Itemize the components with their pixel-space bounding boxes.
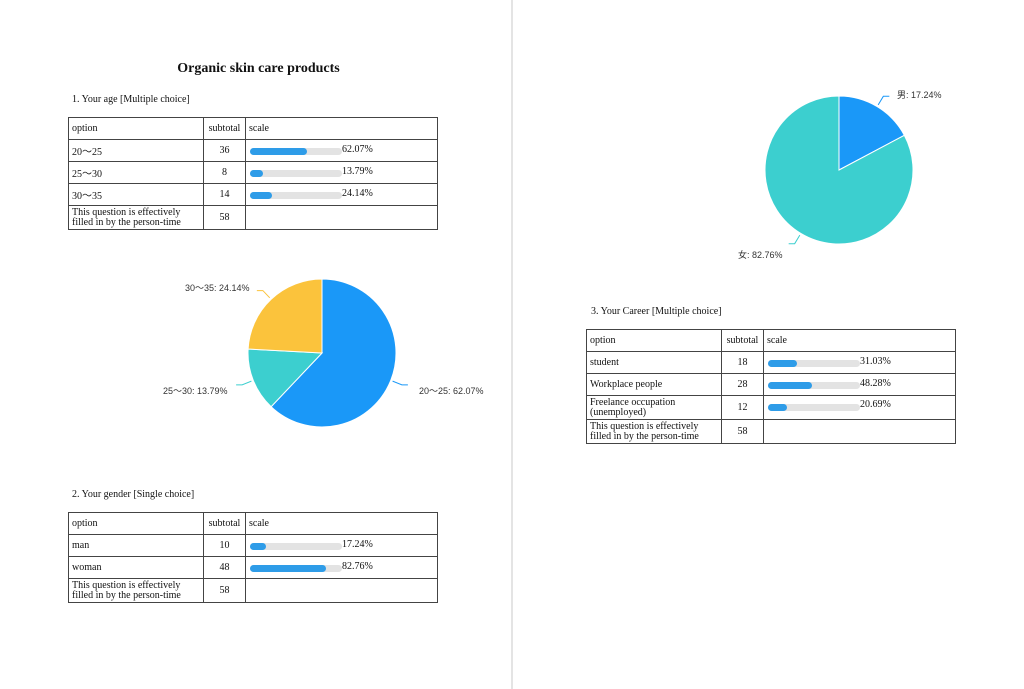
scale-bar-fill (250, 565, 327, 572)
row-subtotal: 28 (721, 373, 764, 396)
scale-bar-fill (250, 192, 273, 199)
row-option: Workplace people (586, 373, 722, 396)
effective-total: 58 (203, 205, 246, 230)
leader-line-25-30 (236, 380, 252, 386)
scale-percent: 13.79% (342, 166, 373, 177)
pie-label-male: 男: 17.24% (897, 90, 942, 100)
scale-bar-fill (250, 170, 263, 177)
row-scale: 48.28% (763, 373, 956, 396)
header-scale: scale (763, 329, 956, 352)
effective-label-line2: filled in by the person-time (590, 430, 699, 442)
scale-bar-fill (768, 360, 797, 367)
effective-label: This question is effectively filled in by… (68, 205, 204, 230)
pie-label-25-30: 25～30: 13.79% (163, 386, 228, 396)
table-total-row: This question is effectively filled in by… (68, 205, 438, 230)
q2-table: option subtotal scale man 10 17.24% woma… (68, 512, 438, 603)
leader-line-30-35 (256, 290, 271, 299)
pie-slice-20-25 (270, 278, 397, 428)
table-header-row: option subtotal scale (586, 329, 956, 352)
pie-slice-female (764, 95, 914, 245)
row-scale: 24.14% (245, 183, 438, 206)
scale-percent: 20.69% (860, 399, 891, 410)
effective-label: This question is effectively filled in by… (68, 578, 204, 603)
page-divider (511, 0, 513, 689)
table-total-row: This question is effectively filled in by… (68, 578, 438, 603)
scale-percent: 82.76% (342, 561, 373, 572)
scale-percent: 17.24% (342, 539, 373, 550)
scale-bar-fill (768, 404, 788, 411)
row-scale: 31.03% (763, 351, 956, 374)
table-row: student 18 31.03% (586, 351, 956, 374)
header-subtotal: subtotal (721, 329, 764, 352)
q3-table: option subtotal scale student 18 31.03% … (586, 329, 956, 444)
table-row: 30～35 14 24.14% (68, 183, 438, 206)
table-row: Workplace people 28 48.28% (586, 373, 956, 396)
effective-label-line1: This question is effectively (72, 206, 181, 218)
empty-scale (245, 205, 438, 230)
row-subtotal: 12 (721, 395, 764, 420)
document-title: Organic skin care products (177, 61, 340, 76)
table-row: man 10 17.24% (68, 534, 438, 557)
header-option: option (586, 329, 722, 352)
table-header-row: option subtotal scale (68, 512, 438, 535)
scale-bar (250, 170, 342, 177)
scale-bar (250, 192, 342, 199)
empty-scale (763, 419, 956, 444)
pie-label-30-35: 30～35: 24.14% (185, 283, 250, 293)
table-total-row: This question is effectively filled in by… (586, 419, 956, 444)
pie-slice-30-35 (247, 278, 323, 354)
row-scale: 82.76% (245, 556, 438, 579)
effective-label-line2: filled in by the person-time (72, 589, 181, 601)
scale-bar (250, 565, 342, 572)
leader-line-male (877, 95, 890, 106)
q1-title: 1. Your age [Multiple choice] (72, 94, 190, 105)
age-pie-chart (236, 278, 408, 428)
row-scale: 62.07% (245, 139, 438, 162)
scale-bar (768, 404, 860, 411)
table-row: 20～25 36 62.07% (68, 139, 438, 162)
scale-percent: 31.03% (860, 356, 891, 367)
effective-total: 58 (721, 419, 764, 444)
scale-bar (768, 382, 860, 389)
empty-scale (245, 578, 438, 603)
scale-bar (250, 543, 342, 550)
scale-bar (768, 360, 860, 367)
leader-line-female (788, 234, 801, 245)
effective-label-line1: This question is effectively (590, 420, 699, 432)
q1-table: option subtotal scale 20～25 36 62.07% 25… (68, 117, 438, 230)
scale-bar-fill (768, 382, 813, 389)
effective-label-line1: This question is effectively (72, 579, 181, 591)
table-row: Freelance occupation (unemployed) 12 20.… (586, 395, 956, 420)
leader-line-20-25 (392, 380, 408, 386)
pie-slice-male (838, 95, 906, 171)
row-subtotal: 18 (721, 351, 764, 374)
scale-percent: 48.28% (860, 378, 891, 389)
row-scale: 20.69% (763, 395, 956, 420)
pie-label-20-25: 20～25: 62.07% (419, 386, 484, 396)
q3-title: 3. Your Career [Multiple choice] (591, 306, 722, 317)
scale-percent: 62.07% (342, 144, 373, 155)
pie-slice-25-30 (247, 348, 324, 408)
scale-bar-fill (250, 148, 308, 155)
row-option: Freelance occupation (unemployed) (586, 395, 722, 420)
q2-title: 2. Your gender [Single choice] (72, 489, 195, 500)
effective-label-line2: filled in by the person-time (72, 216, 181, 228)
scale-bar (250, 148, 342, 155)
effective-label: This question is effectively filled in by… (586, 419, 722, 444)
pie-label-female: 女: 82.76% (738, 250, 783, 260)
scale-percent: 24.14% (342, 188, 373, 199)
scale-bar-fill (250, 543, 266, 550)
row-option: student (586, 351, 722, 374)
table-row: woman 48 82.76% (68, 556, 438, 579)
